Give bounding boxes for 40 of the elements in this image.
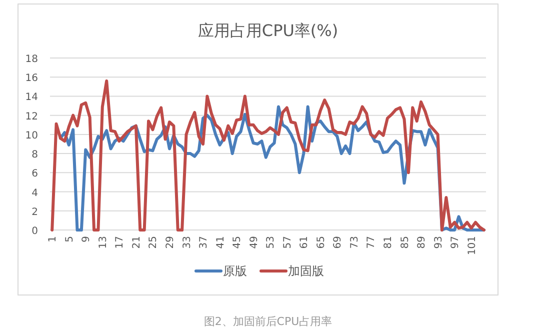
x-tick-label: 69 xyxy=(332,236,344,249)
x-tick-label: 41 xyxy=(215,236,226,249)
caption: 图2、加固前后CPU占用率 xyxy=(204,315,332,328)
x-tick-label: 37 xyxy=(198,236,210,249)
y-tick-label: 12 xyxy=(25,111,38,122)
x-tick-label: 17 xyxy=(114,236,126,249)
x-tick-label: 53 xyxy=(266,236,277,249)
chart-title: 应用占用CPU率(%) xyxy=(198,21,338,40)
x-tick-label: 9 xyxy=(81,236,92,242)
legend-label: 原版 xyxy=(223,264,247,278)
x-tick-label: 73 xyxy=(349,236,360,249)
x-tick-label: 93 xyxy=(433,236,444,249)
x-tick-label: 13 xyxy=(98,236,109,249)
x-tick-label: 1 xyxy=(48,236,59,242)
x-tick-label: 85 xyxy=(400,236,411,249)
x-tick-label: 65 xyxy=(316,236,327,249)
x-tick-label: 57 xyxy=(282,236,294,249)
x-tick-label: 5 xyxy=(64,236,76,242)
y-tick-label: 0 xyxy=(32,226,38,237)
y-tick-label: 4 xyxy=(32,188,38,199)
x-tick-label: 49 xyxy=(248,236,260,249)
y-tick-label: 10 xyxy=(25,130,38,142)
x-tick-label: 61 xyxy=(299,236,310,249)
x-tick-label: 33 xyxy=(182,236,193,249)
legend-label: 加固版 xyxy=(288,264,324,278)
y-tick-label: 16 xyxy=(25,73,38,84)
x-tick-label: 21 xyxy=(131,236,142,249)
x-tick-label: 101 xyxy=(466,236,478,256)
x-tick-label: 89 xyxy=(416,236,428,249)
x-tick-label: 45 xyxy=(232,236,244,249)
x-tick-label: 97 xyxy=(450,236,462,249)
y-tick-label: 14 xyxy=(25,92,38,104)
x-tick-label: 81 xyxy=(382,236,394,249)
x-tick-label: 25 xyxy=(148,236,160,249)
y-tick-label: 18 xyxy=(25,54,38,65)
y-tick-label: 6 xyxy=(32,168,38,180)
y-tick-label: 8 xyxy=(32,150,38,161)
y-tick-label: 2 xyxy=(32,206,38,218)
x-tick-label: 77 xyxy=(366,236,378,249)
x-tick-label: 29 xyxy=(164,236,176,249)
